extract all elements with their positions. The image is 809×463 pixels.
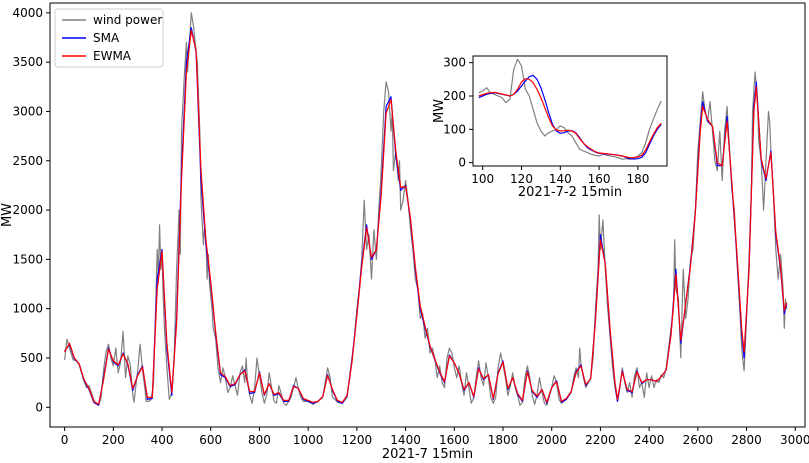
main-x-tick-label: 200 (102, 433, 125, 447)
main-series-wind-power (64, 12, 788, 406)
inset-y-tick-label: 200 (443, 89, 466, 103)
main-x-tick-label: 2800 (731, 433, 762, 447)
main-x-tick-label: 600 (199, 433, 222, 447)
main-x-tick-label: 2000 (536, 433, 567, 447)
inset-y-tick-label: 300 (443, 56, 466, 70)
inset-x-tick-label: 140 (549, 172, 572, 186)
main-x-tick-label: 2200 (585, 433, 616, 447)
main-y-axis-label: MW (0, 203, 15, 227)
main-x-tick-label: 2600 (683, 433, 714, 447)
main-x-axis-label: 2021-7 15min (382, 447, 473, 462)
main-x-tick-label: 3000 (780, 433, 809, 447)
main-x-tick-label: 0 (61, 433, 69, 447)
inset-y-tick-label: 100 (443, 122, 466, 136)
main-x-tick-label: 1400 (390, 433, 421, 447)
main-y-axis: 0 500 1000 1500 2000 2500 3000 3500 4000 (12, 6, 50, 414)
main-x-tick-label: 1800 (488, 433, 519, 447)
inset-chart: 100 120 140 160 180 0 100 200 300 2021-7-2 15mi… (432, 55, 668, 200)
main-x-axis: 0 200 400 600 800 1000 1200 1400 1600 1800 2000 220… (61, 427, 809, 447)
main-y-tick-label: 1000 (12, 302, 43, 316)
main-series-ewma (64, 30, 788, 405)
legend-label-ewma: EWMA (93, 49, 132, 63)
main-y-tick-label: 3500 (12, 55, 43, 69)
main-y-tick-label: 500 (20, 351, 43, 365)
main-x-tick-label: 400 (151, 433, 174, 447)
legend: wind power SMA EWMA (54, 8, 164, 68)
inset-x-tick-label: 180 (626, 172, 649, 186)
main-x-tick-label: 2400 (634, 433, 665, 447)
legend-label-wind-power: wind power (93, 13, 162, 27)
inset-x-tick-label: 160 (588, 172, 611, 186)
main-y-tick-label: 0 (35, 400, 43, 414)
inset-plot-frame (472, 55, 668, 167)
legend-box (54, 8, 164, 68)
inset-series-group (478, 58, 662, 160)
inset-y-axis: 0 100 200 300 (443, 56, 473, 170)
main-x-tick-label: 1200 (342, 433, 373, 447)
main-y-tick-label: 3000 (12, 104, 43, 118)
main-y-tick-label: 2000 (12, 203, 43, 217)
inset-background (473, 56, 667, 166)
main-series-group (64, 12, 788, 406)
inset-x-tick-label: 120 (510, 172, 533, 186)
inset-y-tick-label: 0 (458, 156, 466, 170)
main-y-tick-label: 1500 (12, 252, 43, 266)
inset-x-tick-label: 100 (471, 172, 494, 186)
main-x-tick-label: 1600 (439, 433, 470, 447)
inset-series-ewma (478, 78, 662, 159)
main-y-tick-label: 4000 (12, 6, 43, 20)
main-y-tick-label: 2500 (12, 154, 43, 168)
main-x-tick-label: 1000 (293, 433, 324, 447)
main-x-tick-label: 800 (248, 433, 271, 447)
inset-x-axis-label: 2021-7-2 15min (518, 185, 622, 200)
legend-label-sma: SMA (93, 31, 120, 45)
inset-x-axis: 100 120 140 160 180 (471, 166, 649, 186)
main-series-sma (64, 27, 788, 406)
inset-y-axis-label: MW (432, 99, 447, 123)
main-plot-frame (49, 2, 806, 428)
